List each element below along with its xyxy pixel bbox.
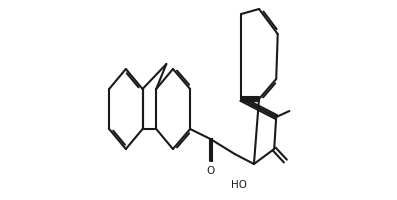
Text: O: O	[206, 165, 214, 175]
Text: HO: HO	[231, 179, 247, 189]
